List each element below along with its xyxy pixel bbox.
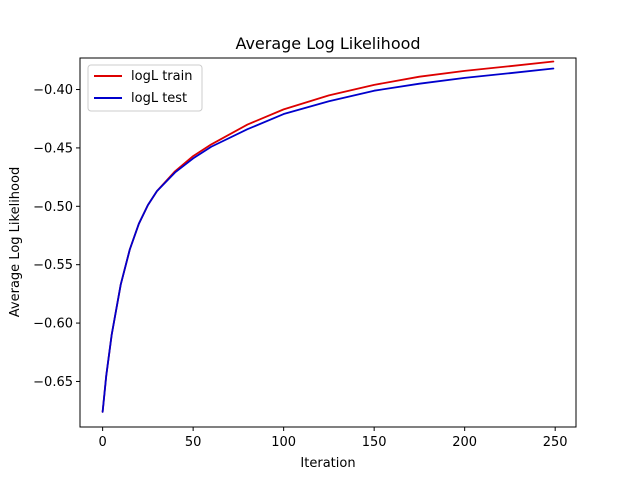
- x-axis: 0 50 100 150 200 250: [98, 427, 568, 450]
- y-tick-label-1: −0.60: [33, 317, 73, 332]
- y-tick-label-2: −0.55: [33, 258, 73, 273]
- legend: logL train logL test: [87, 64, 203, 112]
- x-tick-label-0: 0: [98, 435, 106, 450]
- x-tick-label-150: 150: [362, 435, 387, 450]
- y-axis: −0.65 −0.60 −0.55 −0.50 −0.45 −0.40: [33, 83, 80, 390]
- x-tick-label-100: 100: [271, 435, 296, 450]
- plot-frame: [79, 57, 577, 428]
- y-tick-label-0: −0.65: [33, 375, 73, 390]
- y-tick-label-5: −0.40: [33, 83, 73, 98]
- legend-label-logl-test: logL test: [131, 91, 187, 106]
- y-tick-label-3: −0.50: [33, 200, 73, 215]
- x-tick-label-50: 50: [185, 435, 202, 450]
- y-tick-label-4: −0.45: [33, 141, 73, 156]
- y-axis-label: Average Log Likelihood: [8, 167, 23, 317]
- x-tick-label-250: 250: [543, 435, 568, 450]
- chart-title: Average Log Likelihood: [235, 34, 420, 53]
- series-line-logl-test: [101, 67, 555, 413]
- x-axis-label: Iteration: [300, 456, 355, 471]
- x-tick-label-200: 200: [452, 435, 477, 450]
- series-layer: [101, 60, 555, 413]
- legend-label-logl-train: logL train: [131, 69, 192, 84]
